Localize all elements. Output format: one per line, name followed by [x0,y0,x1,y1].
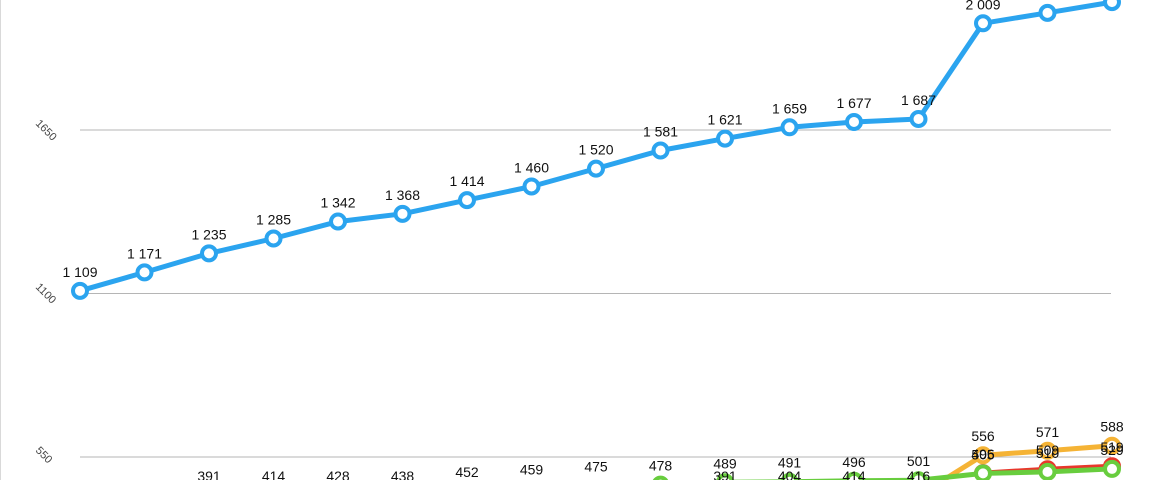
data-point [974,446,992,465]
data-label: 452 [455,464,479,480]
data-label: 391 [197,468,221,480]
data-label: 1 285 [256,211,291,227]
data-label: 1 621 [707,112,742,128]
data-label: 588 [1100,419,1124,435]
data-point [522,177,541,196]
data-point [716,473,734,480]
data-point [780,472,799,480]
data-point [1038,3,1057,22]
data-label: 496 [971,446,995,462]
data-label: 391 [713,468,737,480]
data-point [1103,0,1121,12]
data-label: 438 [391,468,415,480]
data-point [1038,441,1057,460]
data-label: 478 [649,458,673,474]
data-point [845,471,863,480]
data-point [716,129,734,148]
data-label: 571 [1036,424,1060,440]
data-point [200,244,218,263]
data-label: 1 677 [836,95,871,111]
data-label: 414 [842,468,866,480]
series-line-3 [719,466,1115,480]
data-point [1038,462,1057,480]
data-label: 1 235 [191,226,226,242]
data-label: 416 [907,468,931,480]
data-label: 404 [778,468,802,480]
data-label: 414 [262,468,286,480]
data-label: 1 687 [901,92,936,108]
data-label: 510 [1036,445,1060,461]
data-label: 489 [713,455,737,471]
y-tick-label: 1650 [33,118,59,144]
data-point [458,191,476,210]
data-point [135,263,154,282]
data-point [393,204,412,223]
data-point [651,141,670,160]
data-point [652,475,669,480]
data-label: 496 [842,454,866,470]
data-label: 501 [907,453,931,469]
data-label: 505 [971,446,995,462]
data-label: 1 414 [449,173,484,189]
data-point [909,109,928,128]
data-label: 509 [1036,442,1060,458]
data-label: 1 342 [320,195,355,211]
data-point [329,212,347,231]
data-label: 475 [584,459,608,475]
data-label: 519 [1100,439,1124,455]
data-point [587,159,605,178]
data-label: 1 109 [62,264,97,280]
data-point [71,281,89,300]
data-point [264,229,283,248]
data-label: 1 581 [643,123,678,139]
data-point [974,464,992,480]
data-point [845,112,863,131]
data-label: 1 368 [385,187,420,203]
data-point [909,471,928,480]
data-point [780,118,799,137]
data-point [1103,436,1121,455]
y-tick-label: 550 [33,445,54,466]
data-label: 1 520 [578,142,613,158]
y-tick-label: 1100 [33,281,58,306]
data-label: 459 [520,462,544,478]
data-label: 556 [971,428,995,444]
data-point [1103,459,1121,478]
data-label: 428 [326,468,350,480]
data-label: 529 [1100,442,1124,458]
data-label: 491 [778,455,802,471]
data-point [974,14,992,33]
data-label: 1 171 [127,245,162,261]
data-label: 1 460 [514,159,549,175]
data-label: 2 009 [965,0,1000,12]
data-label: 1 659 [772,100,807,116]
